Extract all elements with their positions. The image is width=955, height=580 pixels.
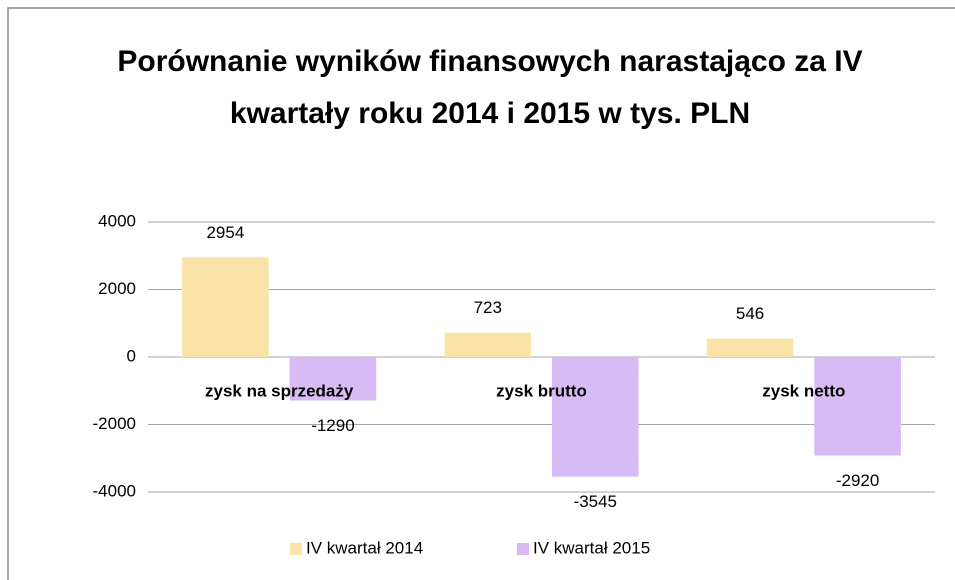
bar <box>551 357 639 477</box>
y-tick-label: -4000 <box>93 481 136 500</box>
data-label: 723 <box>474 298 502 317</box>
bar <box>706 338 794 357</box>
legend-label: IV kwartał 2015 <box>533 538 650 557</box>
y-tick-label: -2000 <box>93 414 136 433</box>
bar <box>444 332 532 357</box>
legend-label: IV kwartał 2014 <box>306 538 423 557</box>
x-tick-label: zysk na sprzedaży <box>205 381 354 400</box>
y-tick-label: 4000 <box>98 211 136 230</box>
data-label: 546 <box>736 304 764 323</box>
data-label: -2920 <box>836 471 879 490</box>
bar <box>182 257 269 357</box>
legend-swatch <box>290 543 302 555</box>
data-label: -1290 <box>311 416 354 435</box>
legend-swatch <box>517 543 529 555</box>
bar <box>814 357 901 456</box>
x-tick-label: zysk brutto <box>496 381 587 400</box>
chart-title: Porównanie wyników finansowych narastają… <box>117 45 863 130</box>
y-tick-label: 2000 <box>98 279 136 298</box>
chart-border <box>7 7 955 580</box>
x-tick-label: zysk netto <box>762 381 845 400</box>
data-label: 2954 <box>206 223 244 242</box>
bar <box>289 357 377 401</box>
data-label: -3545 <box>574 492 617 511</box>
y-tick-label: 0 <box>127 346 136 365</box>
